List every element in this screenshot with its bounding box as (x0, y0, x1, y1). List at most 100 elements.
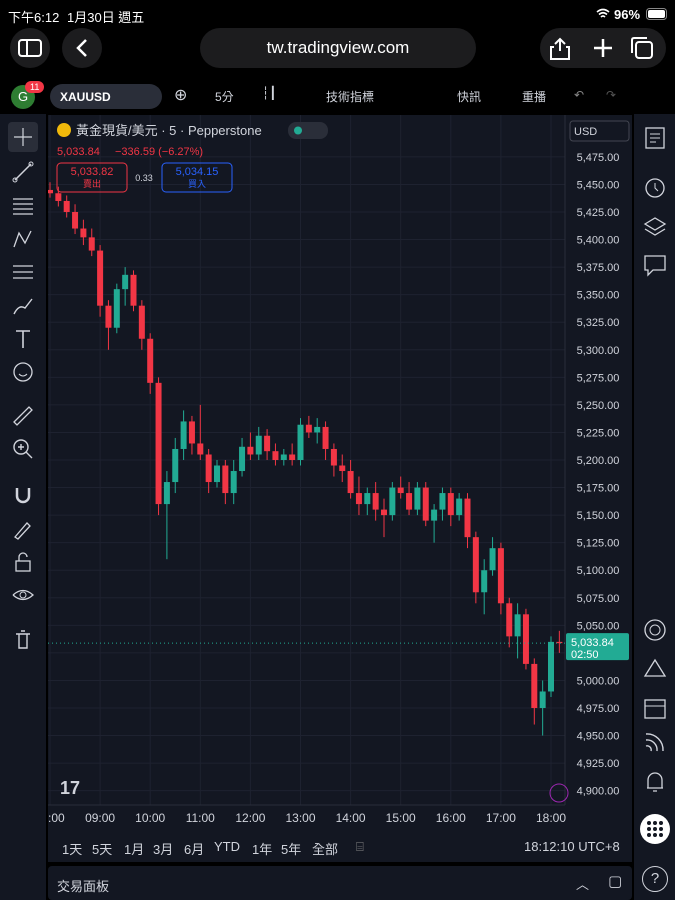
candle-body (163, 482, 170, 505)
timeframe-button[interactable]: 3月 (153, 842, 174, 857)
legend-change: −336.59 (−6.27%) (115, 146, 203, 158)
candle-body (548, 641, 554, 692)
panel-collapse[interactable]: ︿ (576, 877, 590, 892)
notification-badge: 11 (25, 81, 45, 93)
y-tick-label: 5,200.00 (577, 455, 620, 467)
back-button[interactable] (62, 28, 102, 68)
visibility-tool[interactable] (11, 583, 35, 607)
buy-label: 買入 (188, 179, 206, 189)
x-tick-label: 11:00 (186, 811, 215, 825)
interval[interactable]: 5分 (215, 90, 234, 104)
chart-type[interactable]: ┆┃ (262, 86, 277, 100)
timeframe-button[interactable]: 5天 (92, 842, 113, 857)
panel-maximize[interactable]: ▢ (608, 873, 623, 890)
y-tick-label: 4,900.00 (577, 786, 620, 798)
browser-bar: tw.tradingview.com (0, 28, 675, 80)
panel-title[interactable]: 交易面板 (57, 879, 110, 894)
candle-body (522, 614, 529, 664)
candle-body (414, 487, 421, 510)
candle-body (138, 305, 145, 339)
trendline-tool[interactable] (11, 160, 35, 184)
status-date: 1月30日 週五 (67, 10, 145, 25)
lock-tool[interactable] (11, 550, 35, 574)
candle-body (72, 211, 79, 229)
candle-body (222, 465, 229, 494)
candle-body (539, 691, 546, 709)
flash-icon[interactable] (549, 783, 569, 803)
timeframe-button[interactable]: 1年 (252, 842, 273, 857)
candle-body (247, 446, 254, 455)
indicators[interactable]: 技術指標 (326, 90, 375, 104)
timeframe-button[interactable]: 5年 (281, 842, 302, 857)
zoom-tool[interactable] (11, 437, 35, 461)
y-tick-label: 5,050.00 (577, 620, 620, 632)
trading-panel: 交易面板 ︿ ▢ (48, 866, 632, 900)
y-tick-label: 5,375.00 (577, 262, 620, 274)
timeframe-button[interactable]: YTD (214, 839, 240, 854)
ruler-tool[interactable] (11, 404, 35, 428)
candle-body (431, 509, 438, 521)
y-tick-label: 5,250.00 (577, 400, 620, 412)
help-button[interactable]: ? (642, 866, 668, 892)
buy-price: 5,034.15 (176, 166, 219, 178)
lock-draw-tool[interactable] (11, 517, 35, 541)
last-price-tag (566, 633, 629, 661)
action-icons[interactable] (548, 35, 658, 61)
timeframe-button[interactable]: 6月 (184, 842, 205, 857)
timeframe-button[interactable]: 1月 (124, 842, 145, 857)
candle-body (339, 465, 346, 472)
crosshair-tool[interactable] (8, 122, 38, 152)
sell-price: 5,033.82 (71, 166, 114, 178)
alert[interactable]: 快訊 (457, 90, 482, 104)
emoji-tool[interactable] (11, 360, 35, 384)
undo[interactable]: ↶ (574, 88, 585, 102)
x-tick-label: 10:00 (135, 811, 165, 825)
buy-button[interactable] (161, 162, 233, 193)
candle-body (322, 426, 329, 449)
candle-body (214, 465, 220, 483)
sidebar-button[interactable] (10, 28, 50, 68)
symbol-search[interactable]: XAUUSD (50, 84, 162, 109)
replay[interactable]: 重播 (522, 90, 547, 104)
currency-select[interactable] (569, 120, 630, 142)
candle-body (80, 228, 87, 238)
candle-body (122, 274, 129, 290)
date-range-icon[interactable]: ⌸ (356, 839, 364, 854)
redo[interactable]: ↷ (606, 88, 617, 102)
timeframe-button[interactable]: 1天 (62, 842, 83, 857)
more-button[interactable] (640, 814, 670, 844)
candle-body (406, 493, 413, 510)
battery-level: 96% (614, 7, 641, 22)
sell-button[interactable] (56, 162, 128, 193)
legend-title: 黃金現貨/美元 · 5 · Pepperstone (76, 123, 262, 138)
candle-body (113, 289, 120, 328)
address-bar[interactable]: tw.tradingview.com (200, 28, 476, 68)
brush-tool[interactable] (11, 294, 35, 318)
add-symbol[interactable]: ⊕ (174, 87, 188, 104)
candle-body (239, 446, 246, 472)
timeframe-button[interactable]: 全部 (312, 842, 339, 857)
candle-body (280, 454, 287, 460)
side-icons-bottom[interactable] (643, 618, 667, 804)
magnet-tool[interactable] (11, 484, 35, 508)
last-price-label: 5,033.84 (571, 637, 614, 649)
candle-body (188, 421, 195, 444)
side-icons-top[interactable] (643, 126, 667, 296)
pattern-tool[interactable] (11, 227, 35, 251)
forecast-tool[interactable] (11, 260, 35, 284)
candle-body (255, 435, 262, 455)
candle-body (97, 250, 104, 306)
status-time: 下午6:12 (8, 10, 60, 25)
fib-tool[interactable] (11, 194, 35, 218)
candle-body (172, 448, 179, 483)
axes: 4,900.00 4,925.00 4,950.00 4,975.00 5,000.00… (48, 115, 629, 825)
candle-body (55, 193, 62, 201)
text-tool[interactable] (11, 327, 35, 351)
candle-body (364, 493, 371, 505)
candle-body (472, 537, 479, 593)
url-text: tw.tradingview.com (266, 38, 410, 57)
y-tick-label: 5,075.00 (577, 593, 620, 605)
delete-tool[interactable] (11, 628, 35, 652)
symbol: XAUUSD (60, 90, 111, 104)
candle-body (305, 424, 312, 433)
